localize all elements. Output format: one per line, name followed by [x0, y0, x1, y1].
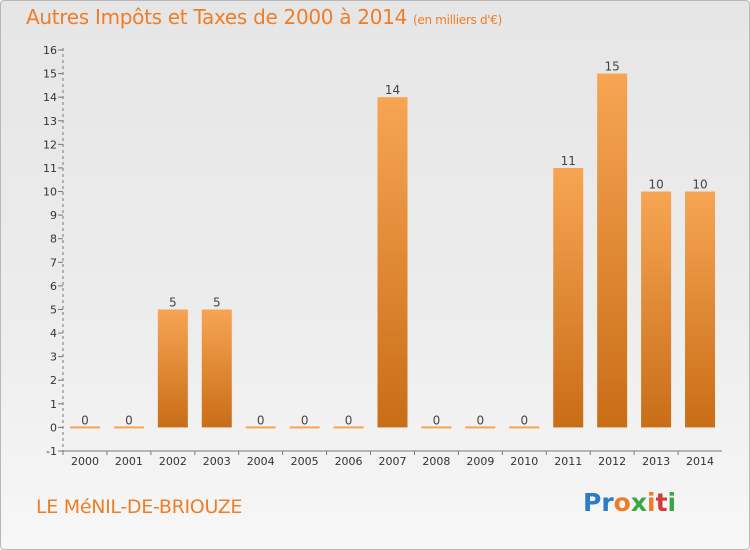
bar [421, 426, 452, 429]
bar [333, 426, 364, 429]
x-tick-label: 2006 [335, 455, 363, 468]
bar [377, 97, 408, 428]
bar [685, 191, 716, 428]
bar-value-label: 0 [345, 413, 353, 427]
y-tick-label: 0 [50, 421, 57, 434]
logo-letter: P [583, 488, 602, 517]
bar [69, 426, 100, 429]
bar [597, 73, 628, 428]
x-tick-label: 2013 [642, 455, 670, 468]
title-unit: (en milliers d'€) [413, 13, 503, 27]
x-tick-label: 2014 [686, 455, 714, 468]
bar-value-label: 5 [169, 295, 177, 309]
bar-value-label: 10 [648, 178, 663, 192]
town-name: LE MéNIL-DE-BRIOUZE [36, 496, 243, 518]
y-tick-label: 1 [50, 398, 57, 411]
logo-letter: t [655, 488, 668, 517]
bar-value-label: 15 [605, 60, 620, 74]
y-tick-label: 6 [50, 280, 57, 293]
bar-value-label: 0 [520, 413, 528, 427]
bar-value-label: 5 [213, 295, 221, 309]
logo-letter: x [630, 488, 647, 517]
y-tick-label: 15 [43, 68, 57, 81]
y-tick-label: 14 [43, 91, 57, 104]
y-tick-label: 7 [50, 256, 57, 269]
x-tick-label: 2003 [203, 455, 231, 468]
y-tick-label: 11 [43, 162, 57, 175]
x-tick-label: 2007 [379, 455, 407, 468]
y-tick-label: 3 [50, 351, 57, 364]
y-tick-label: 4 [50, 327, 57, 340]
bar [641, 191, 672, 428]
y-tick-label: 12 [43, 138, 57, 151]
bar [201, 309, 232, 428]
logo-letter: o [613, 488, 631, 517]
chart-bars: 0 0 5 5 0 0 0 14 0 0 0 11 15 10 10 [69, 60, 716, 429]
chart-title: Autres Impôts et Taxes de 2000 à 2014 (en… [26, 5, 502, 29]
x-tick-label: 2008 [422, 455, 450, 468]
y-tick-label: 10 [43, 186, 57, 199]
x-tick-label: 2002 [159, 455, 187, 468]
y-tick-label: 5 [50, 303, 57, 316]
logo-letter: i [647, 488, 656, 517]
x-tick-label: 2005 [291, 455, 319, 468]
bar [509, 426, 540, 429]
y-tick-label: 8 [50, 233, 57, 246]
bar-value-label: 0 [81, 413, 89, 427]
x-tick-label: 2000 [71, 455, 99, 468]
bar-value-label: 10 [692, 178, 707, 192]
bar [245, 426, 276, 429]
bar-value-label: 0 [257, 413, 265, 427]
y-tick-label: 13 [43, 115, 57, 128]
x-tick-label: 2012 [598, 455, 626, 468]
proxiti-logo: Proxiti [583, 488, 676, 517]
x-tick-label: 2009 [466, 455, 494, 468]
logo-letter: r [601, 488, 614, 517]
bar-value-label: 0 [477, 413, 485, 427]
bar [113, 426, 144, 429]
bar [553, 167, 584, 428]
bar [157, 309, 188, 428]
x-tick-label: 2001 [115, 455, 143, 468]
x-tick-label: 2004 [247, 455, 275, 468]
y-tick-label: 2 [50, 374, 57, 387]
title-text: Autres Impôts et Taxes de 2000 à 2014 [26, 5, 407, 29]
logo-letter: i [667, 488, 677, 517]
bar-value-label: 0 [433, 413, 441, 427]
bar-value-label: 11 [561, 154, 576, 168]
y-tick-label: 9 [50, 209, 57, 222]
bar-value-label: 0 [301, 413, 309, 427]
y-tick-label: 16 [43, 44, 57, 57]
x-tick-label: 2010 [510, 455, 538, 468]
x-tick-label: 2011 [554, 455, 582, 468]
y-tick-label: -1 [46, 445, 57, 458]
bar-value-label: 0 [125, 413, 133, 427]
bar [465, 426, 496, 429]
bar [289, 426, 320, 429]
bar-value-label: 14 [385, 83, 400, 97]
